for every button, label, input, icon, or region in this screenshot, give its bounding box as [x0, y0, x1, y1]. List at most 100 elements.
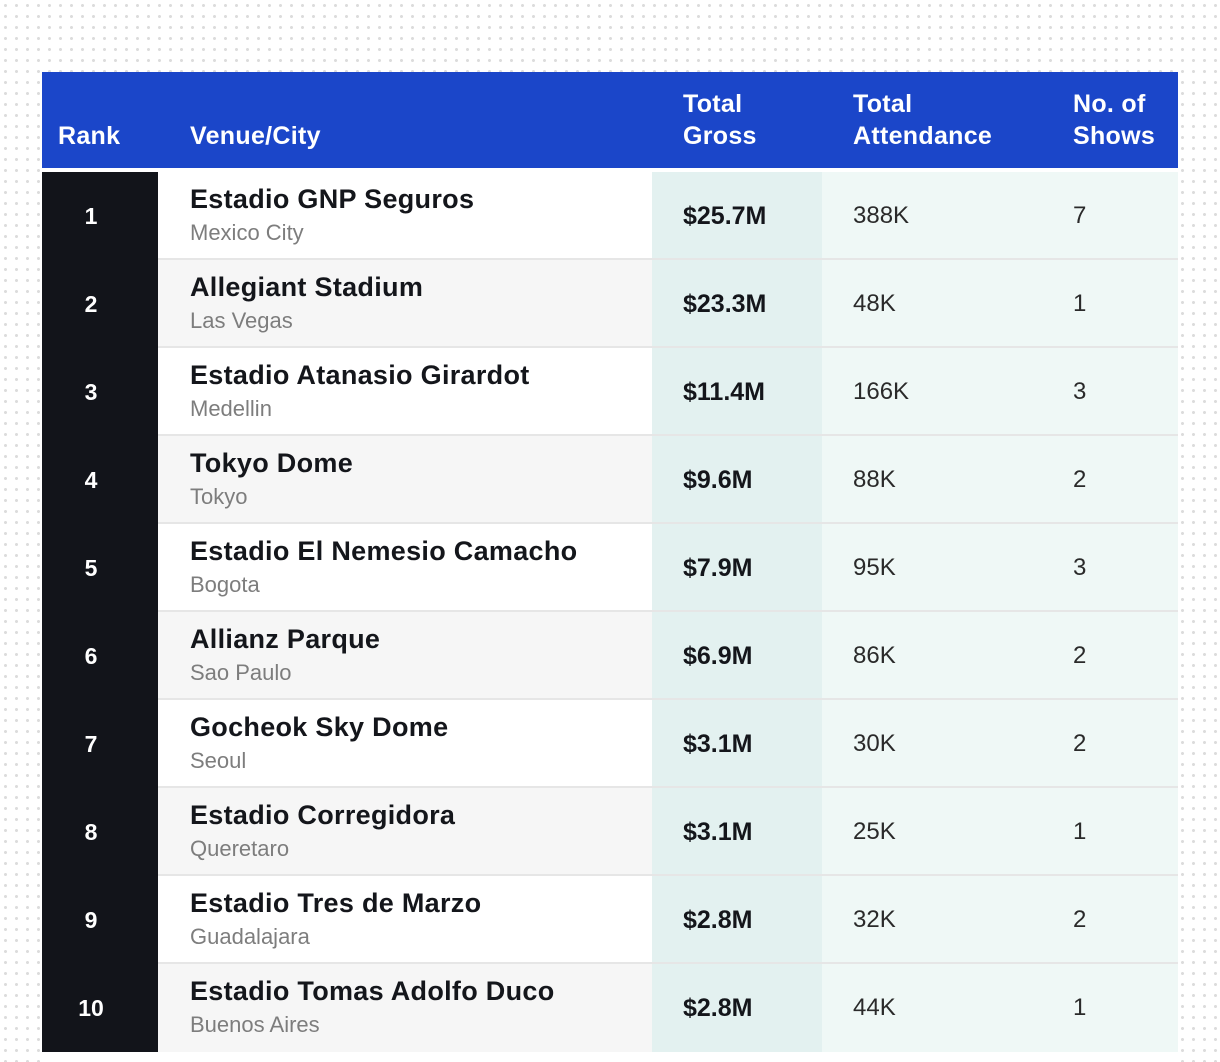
- venue-name: Gocheok Sky Dome: [190, 712, 449, 742]
- table-row: 4 Tokyo Dome Tokyo $9.6M 88K 2: [42, 436, 1178, 524]
- shows-cell: 1: [1073, 818, 1087, 845]
- row-background: [158, 524, 652, 612]
- venue-name: Estadio Corregidora: [190, 800, 456, 830]
- row-background: [158, 612, 652, 700]
- table-row: 8 Estadio Corregidora Queretaro $3.1M 25K 1: [42, 788, 1178, 876]
- table-row: 10 Estadio Tomas Adolfo Duco Buenos Aires $…: [42, 964, 1178, 1052]
- rank-column-bg: [42, 172, 158, 1052]
- row-background: [158, 700, 652, 788]
- rank-cell: 7: [84, 731, 98, 757]
- row-background: [158, 788, 652, 876]
- venue-name: Estadio Tres de Marzo: [190, 888, 482, 918]
- shows-cell: 7: [1073, 202, 1087, 229]
- rank-cell: 3: [84, 379, 98, 405]
- header-total-gross: Total Gross: [683, 88, 833, 152]
- row-background: [158, 260, 652, 348]
- header-no-of-shows-line2: Shows: [1073, 122, 1156, 150]
- total-gross-cell: $11.4M: [683, 378, 766, 406]
- header-total-attendance-line2: Attendance: [853, 122, 993, 150]
- venue-name: Allianz Parque: [190, 624, 381, 654]
- row-divider: [158, 698, 1178, 700]
- header-no-of-shows-line1: No. of: [1073, 90, 1146, 118]
- shows-cell: 1: [1073, 994, 1087, 1021]
- table-row: 5 Estadio El Nemesio Camacho Bogota $7.9M 95…: [42, 524, 1178, 612]
- venue-name: Tokyo Dome: [190, 448, 354, 478]
- row-divider: [158, 258, 1178, 260]
- shows-cell: 3: [1073, 554, 1087, 581]
- gross-column-bg: [652, 172, 822, 1052]
- row-background: [158, 436, 652, 524]
- city-name: Medellin: [190, 396, 272, 421]
- total-gross-cell: $25.7M: [683, 202, 767, 230]
- header-total-attendance-line1: Total: [853, 90, 913, 118]
- attendance-cell: 88K: [853, 466, 896, 493]
- total-gross-cell: $3.1M: [683, 730, 753, 758]
- rank-cell: 1: [84, 203, 98, 229]
- attendance-cell: 44K: [853, 994, 896, 1021]
- venue-name: Allegiant Stadium: [190, 272, 424, 302]
- table-row: 7 Gocheok Sky Dome Seoul $3.1M 30K 2: [42, 700, 1178, 788]
- table-row: 9 Estadio Tres de Marzo Guadalajara $2.8M 32…: [42, 876, 1178, 964]
- shows-cell: 1: [1073, 290, 1087, 317]
- venue-name: Estadio El Nemesio Camacho: [190, 536, 578, 566]
- shows-cell: 2: [1073, 466, 1087, 493]
- rank-cell: 4: [84, 467, 98, 493]
- city-name: Sao Paulo: [190, 660, 292, 685]
- row-background: [158, 964, 652, 1052]
- rank-cell: 6: [84, 643, 98, 669]
- total-gross-cell: $2.8M: [683, 906, 753, 934]
- city-name: Guadalajara: [190, 924, 310, 949]
- attendance-cell: 388K: [853, 202, 910, 229]
- table-row: 6 Allianz Parque Sao Paulo $6.9M 86K 2: [42, 612, 1178, 700]
- total-gross-cell: $7.9M: [683, 554, 753, 582]
- city-name: Las Vegas: [190, 308, 293, 333]
- venue-name: Estadio GNP Seguros: [190, 184, 475, 214]
- venue-ranking-table: Rank Venue/City Total Gross Total Attend…: [42, 72, 1178, 1062]
- row-divider: [158, 522, 1178, 524]
- city-name: Buenos Aires: [190, 1012, 320, 1037]
- row-divider: [158, 610, 1178, 612]
- shows-cell: 2: [1073, 906, 1087, 933]
- header-total-gross-line1: Total: [683, 90, 743, 118]
- attendance-cell: 25K: [853, 818, 896, 845]
- venue-name: Estadio Tomas Adolfo Duco: [190, 976, 555, 1006]
- attendance-cell: 95K: [853, 554, 896, 581]
- venue-name: Estadio Atanasio Girardot: [190, 360, 530, 390]
- row-background: [158, 172, 652, 260]
- total-gross-cell: $6.9M: [683, 642, 753, 670]
- attendance-cell: 32K: [853, 906, 896, 933]
- header-rank: Rank: [58, 122, 121, 150]
- city-name: Bogota: [190, 572, 260, 597]
- total-gross-cell: $3.1M: [683, 818, 753, 846]
- row-background: [158, 876, 652, 964]
- rank-cell: 5: [84, 555, 98, 581]
- rank-cell: 2: [84, 291, 98, 317]
- table-header: Rank Venue/City Total Gross Total Attend…: [42, 72, 1178, 168]
- rank-cell: 8: [84, 819, 98, 845]
- shows-cell: 3: [1073, 378, 1087, 405]
- total-gross-cell: $9.6M: [683, 466, 753, 494]
- attendance-cell: 48K: [853, 290, 896, 317]
- total-gross-cell: $2.8M: [683, 994, 753, 1022]
- attendance-shows-column-bg: [822, 172, 1178, 1052]
- row-divider: [158, 786, 1178, 788]
- city-name: Mexico City: [190, 220, 304, 245]
- rank-cell: 10: [78, 995, 104, 1021]
- city-name: Queretaro: [190, 836, 290, 861]
- table-body: 1 Estadio GNP Seguros Mexico City $25.7M 388…: [42, 172, 1178, 1052]
- city-name: Tokyo: [190, 484, 248, 509]
- attendance-cell: 30K: [853, 730, 896, 757]
- header-venue-city: Venue/City: [190, 122, 321, 150]
- row-divider: [158, 962, 1178, 964]
- rank-cell: 9: [84, 907, 98, 933]
- header-total-gross-line2: Gross: [683, 122, 757, 150]
- attendance-cell: 166K: [853, 378, 910, 405]
- total-gross-cell: $23.3M: [683, 290, 767, 318]
- row-divider: [158, 874, 1178, 876]
- row-divider: [158, 346, 1178, 348]
- shows-cell: 2: [1073, 730, 1087, 757]
- city-name: Seoul: [190, 748, 247, 773]
- attendance-cell: 86K: [853, 642, 896, 669]
- table-row: 2 Allegiant Stadium Las Vegas $23.3M 48K 1: [42, 260, 1178, 348]
- header-no-of-shows: No. of Shows: [1073, 88, 1183, 152]
